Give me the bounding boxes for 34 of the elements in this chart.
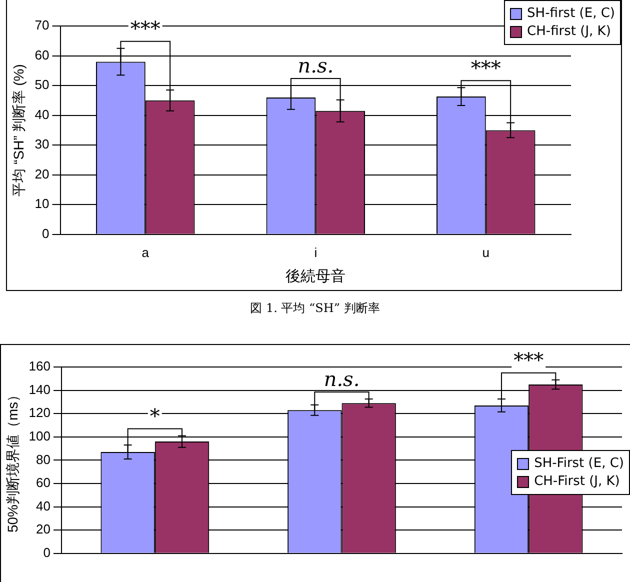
y-tick-label: 60 [34, 47, 50, 62]
annotation: n.s. [298, 54, 334, 78]
y-tick-label: 40 [34, 106, 50, 122]
y-tick-label: 60 [36, 475, 50, 490]
y-tick-label: 100 [28, 428, 50, 444]
y-tick-label: 160 [28, 358, 50, 374]
legend-label: SH-First (E, C) [534, 456, 624, 471]
y-tick-label: 0 [43, 544, 50, 560]
y-tick-label: 40 [36, 498, 50, 514]
y-tick-label: 20 [34, 166, 50, 182]
x-tick-label: a [142, 244, 150, 260]
y-tick-label: 140 [28, 382, 50, 397]
legend-label: SH-first (E, C) [527, 6, 615, 21]
legend-label: CH-First (J, K) [534, 474, 620, 489]
legend-label: CH-first (J, K) [527, 24, 611, 39]
y-tick-label: 10 [34, 196, 50, 212]
x-tick-label: u [482, 244, 490, 260]
x-axis-title: 後続母音 [286, 268, 346, 286]
annotation: n.s. [324, 367, 360, 392]
annotation: *** [470, 56, 501, 80]
caption: 図 1. 平均 “SH” 判断率 [249, 300, 381, 317]
y-axis-title: 平均 “SH” 判断率 (%) [10, 64, 26, 196]
y-tick-label: 80 [36, 452, 50, 467]
annotation: *** [130, 16, 160, 41]
y-tick-label: 0 [42, 226, 50, 241]
y-tick-label: 120 [28, 405, 50, 420]
annotation: * [150, 404, 160, 428]
annotation: *** [514, 348, 544, 372]
y-tick-label: 70 [34, 18, 50, 33]
y-tick-label: 50 [34, 77, 50, 92]
x-tick-label: i [314, 244, 318, 260]
y-tick-label: 20 [36, 522, 50, 537]
y-axis-title: 50%判断境界値（ms） [4, 388, 20, 533]
y-tick-label: 30 [34, 136, 50, 152]
